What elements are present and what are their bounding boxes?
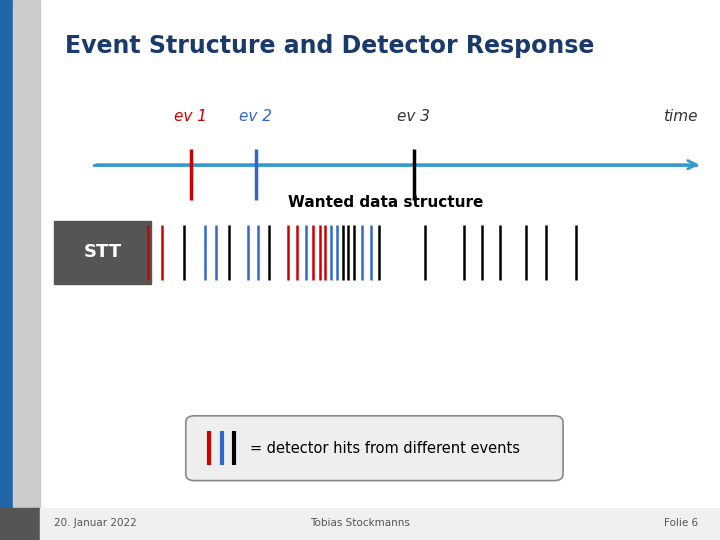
Text: = detector hits from different events: = detector hits from different events [250, 441, 520, 456]
Text: STT: STT [84, 244, 122, 261]
Bar [0, 0, 13, 508]
Text: time: time [663, 109, 698, 124]
Text: 20. Januar 2022: 20. Januar 2022 [54, 518, 137, 528]
Text: Event Structure and Detector Response: Event Structure and Detector Response [65, 34, 594, 58]
Text: ev 3: ev 3 [397, 109, 431, 124]
Text: Wanted data structure: Wanted data structure [287, 195, 483, 210]
Bar [40, 508, 720, 540]
Text: Folie 6: Folie 6 [665, 518, 698, 528]
Text: ev 2: ev 2 [239, 109, 272, 124]
Bar [13, 0, 40, 508]
Bar [54, 221, 151, 284]
FancyBboxPatch shape [186, 416, 563, 481]
Bar [0, 508, 40, 540]
Text: Tobias Stockmanns: Tobias Stockmanns [310, 518, 410, 528]
Text: ev 1: ev 1 [174, 109, 207, 124]
